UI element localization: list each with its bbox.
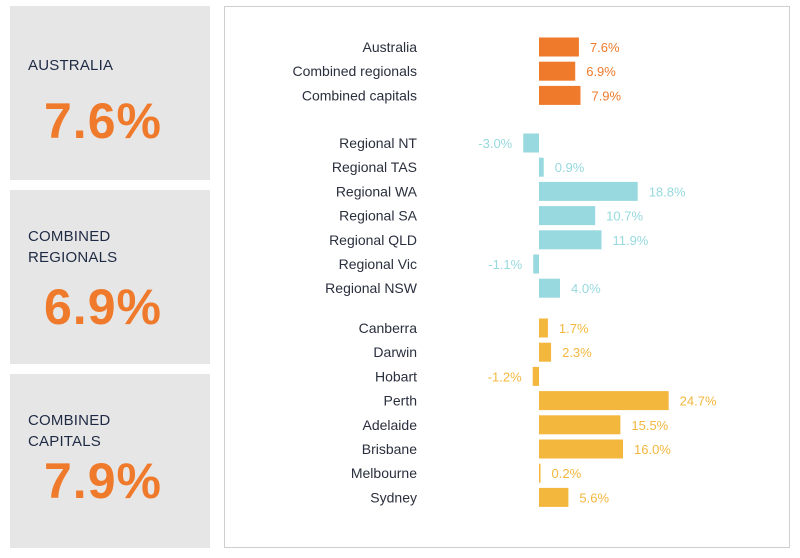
value-label: 5.6% [579, 490, 609, 505]
stat-card-label: AUSTRALIA [28, 55, 113, 76]
stat-card-value: 7.6% [44, 93, 162, 149]
value-label: 6.9% [586, 64, 616, 79]
category-label: Regional NSW [325, 280, 418, 296]
value-label: 7.6% [590, 40, 620, 55]
value-label: 0.9% [555, 160, 585, 175]
bar [539, 181, 638, 201]
category-label: Combined capitals [302, 87, 417, 103]
stat-card-combined-capitals: COMBINED CAPITALS 7.9% [10, 374, 210, 548]
stat-card-australia: AUSTRALIA 7.6% [10, 6, 210, 180]
category-label: Regional Vic [339, 256, 417, 272]
category-label: Regional NT [339, 135, 417, 151]
category-label: Canberra [359, 320, 418, 336]
category-label: Adelaide [363, 417, 418, 433]
bar [539, 463, 541, 483]
bar [523, 133, 539, 153]
value-label: 24.7% [680, 394, 717, 409]
value-label: -1.1% [488, 257, 522, 272]
bar [539, 230, 602, 250]
value-label: 10.7% [606, 209, 643, 224]
category-label: Regional TAS [332, 159, 417, 175]
bar [539, 278, 560, 298]
stat-card-combined-regionals: COMBINED REGIONALS 6.9% [10, 190, 210, 364]
bar [539, 37, 579, 57]
category-label: Melbourne [351, 465, 417, 481]
category-label: Darwin [373, 344, 417, 360]
value-label: 1.7% [559, 321, 589, 336]
value-label: -3.0% [478, 136, 512, 151]
stat-card-label-line1: COMBINED [28, 412, 111, 429]
value-label: 2.3% [562, 345, 592, 360]
bar [539, 342, 552, 362]
bar [539, 61, 576, 81]
stat-card-label: COMBINED REGIONALS [28, 226, 117, 268]
category-label: Hobart [375, 368, 417, 384]
bar [539, 439, 623, 459]
category-label: Regional SA [339, 208, 417, 224]
stat-card-label: COMBINED CAPITALS [28, 410, 110, 452]
value-label: 16.0% [634, 442, 671, 457]
category-label: Combined regionals [292, 63, 417, 79]
chart-panel: Australia 7.6% Combined regionals 6.9% Combi… [224, 6, 790, 548]
value-label: -1.2% [488, 369, 522, 384]
category-label: Brisbane [362, 441, 417, 457]
bar [539, 85, 581, 105]
stat-card-label-line1: COMBINED [28, 228, 111, 245]
bar [539, 206, 596, 226]
stat-card-value: 6.9% [44, 279, 162, 335]
value-label: 0.2% [552, 466, 582, 481]
value-label: 4.0% [571, 281, 601, 296]
category-label: Australia [363, 39, 418, 55]
stat-card-label-line2: CAPITALS [28, 433, 102, 450]
value-label: 18.8% [649, 184, 686, 199]
bar [539, 318, 548, 338]
category-label: Perth [384, 393, 417, 409]
bar [539, 415, 621, 435]
stat-card-label-line2: REGIONALS [28, 249, 118, 266]
category-label: Regional QLD [329, 232, 417, 248]
bar-chart: Australia 7.6% Combined regionals 6.9% Combi… [292, 37, 717, 507]
stat-card-label-line1: AUSTRALIA [28, 57, 114, 74]
stat-card-value: 7.9% [44, 453, 162, 509]
value-label: 7.9% [591, 88, 621, 103]
value-label: 15.5% [631, 418, 668, 433]
bar [539, 487, 569, 507]
value-label: 11.9% [612, 233, 648, 248]
category-label: Regional WA [336, 183, 418, 199]
bar [539, 157, 544, 177]
bar [532, 366, 539, 386]
category-label: Sydney [370, 489, 417, 505]
bar [539, 391, 669, 411]
bar [533, 254, 539, 274]
